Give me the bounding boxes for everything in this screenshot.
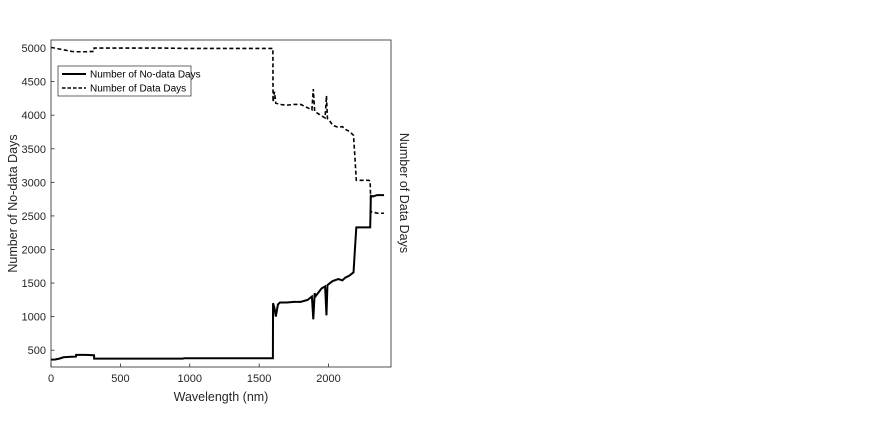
series-line-no-data-days [50, 194, 385, 361]
x-tick-label: 2000 [316, 373, 340, 385]
legend-label-no-data-days: Number of No-data Days [90, 70, 201, 81]
y-tick-label: 4500 [22, 77, 46, 89]
y-tick-label: 3500 [22, 144, 46, 156]
y-tick-label: 500 [28, 345, 46, 357]
legend-label-data-days: Number of Data Days [90, 84, 186, 95]
x-tick-label: 0 [48, 373, 54, 385]
x-tick-label: 500 [111, 373, 129, 385]
y-tick-layer: 500 1000 1500 2000 2500 3000 3500 4000 4500 5000 [22, 43, 55, 357]
series-line-data-days [50, 46, 385, 215]
y-tick-label: 1500 [22, 278, 46, 290]
legend: Number of No-data Days Number of Data Da… [57, 65, 201, 97]
y-axis-label: Number of No-data Days [6, 134, 20, 272]
legend-box [57, 65, 192, 97]
y-tick-label: 1000 [22, 312, 46, 324]
series-layer [50, 46, 385, 361]
x-tick-layer: 0 500 1000 1500 2000 [48, 363, 341, 385]
plot-frame [50, 39, 392, 368]
x-tick-label: 1000 [178, 373, 202, 385]
x-tick-label: 1500 [247, 373, 271, 385]
y-tick-label: 5000 [22, 43, 46, 55]
x-axis-label: Wavelength (nm) [174, 390, 269, 404]
y-tick-label: 2500 [22, 211, 46, 223]
y-tick-label: 3000 [22, 177, 46, 189]
y-axis-right-label: Number of Data Days [397, 133, 411, 253]
y-tick-label: 4000 [22, 110, 46, 122]
y-tick-label: 2000 [22, 244, 46, 256]
